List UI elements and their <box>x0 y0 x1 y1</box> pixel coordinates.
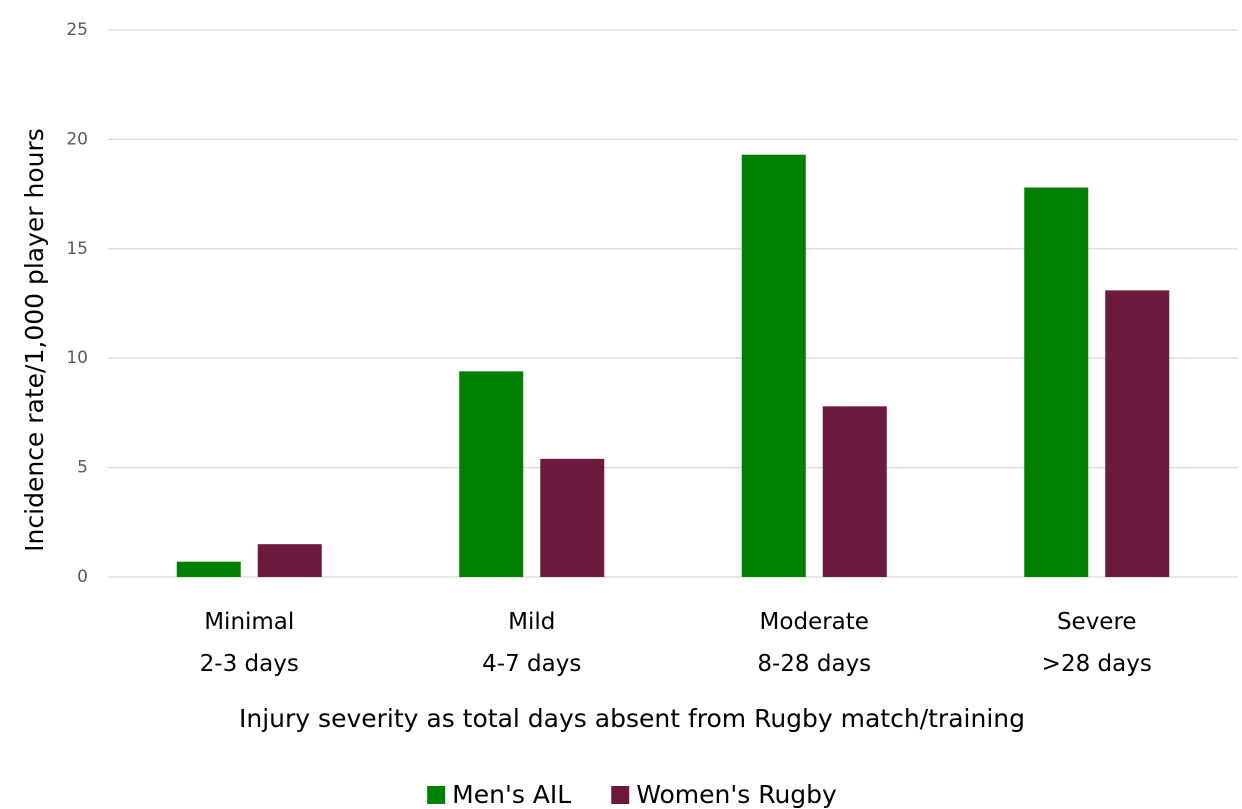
x-tick-line: Minimal <box>204 609 294 635</box>
x-tick-line: 4-7 days <box>482 651 581 677</box>
bar <box>257 544 322 577</box>
y-tick-label: 10 <box>66 348 88 368</box>
x-tick-line: Moderate <box>760 609 869 635</box>
y-axis-title: Incidence rate/1,000 player hours <box>20 128 49 552</box>
y-tick-label: 15 <box>66 239 88 259</box>
bar <box>176 561 241 577</box>
x-tick-label: Moderate 8-28 days <box>757 609 871 677</box>
bar <box>1105 290 1170 577</box>
x-tick-label: Mild 4-7 days <box>482 609 581 677</box>
y-tick-label: 5 <box>77 458 88 478</box>
y-tick-label: 25 <box>66 20 88 40</box>
legend-label: Women's Rugby <box>636 780 837 809</box>
bar <box>540 458 605 577</box>
x-axis-title: Injury severity as total days absent fro… <box>239 704 1025 733</box>
x-tick-line: 2-3 days <box>200 651 299 677</box>
bar <box>459 371 524 577</box>
legend: Men's AIL Women's Rugby <box>427 780 837 809</box>
legend-swatch <box>427 786 446 804</box>
x-tick-line: >28 days <box>1042 651 1152 677</box>
bar <box>822 406 887 577</box>
legend-label: Men's AIL <box>452 780 571 809</box>
legend-swatch <box>611 786 630 804</box>
bar <box>1024 187 1089 577</box>
x-tick-label: Minimal 2-3 days <box>200 609 299 677</box>
x-tick-line: Mild <box>508 609 555 635</box>
x-tick-line: Severe <box>1057 609 1137 635</box>
y-tick-label: 20 <box>66 129 88 149</box>
bar <box>741 154 806 577</box>
x-tick-label: Severe >28 days <box>1042 609 1152 677</box>
x-tick-line: 8-28 days <box>757 651 871 677</box>
y-tick-label: 0 <box>77 567 88 587</box>
